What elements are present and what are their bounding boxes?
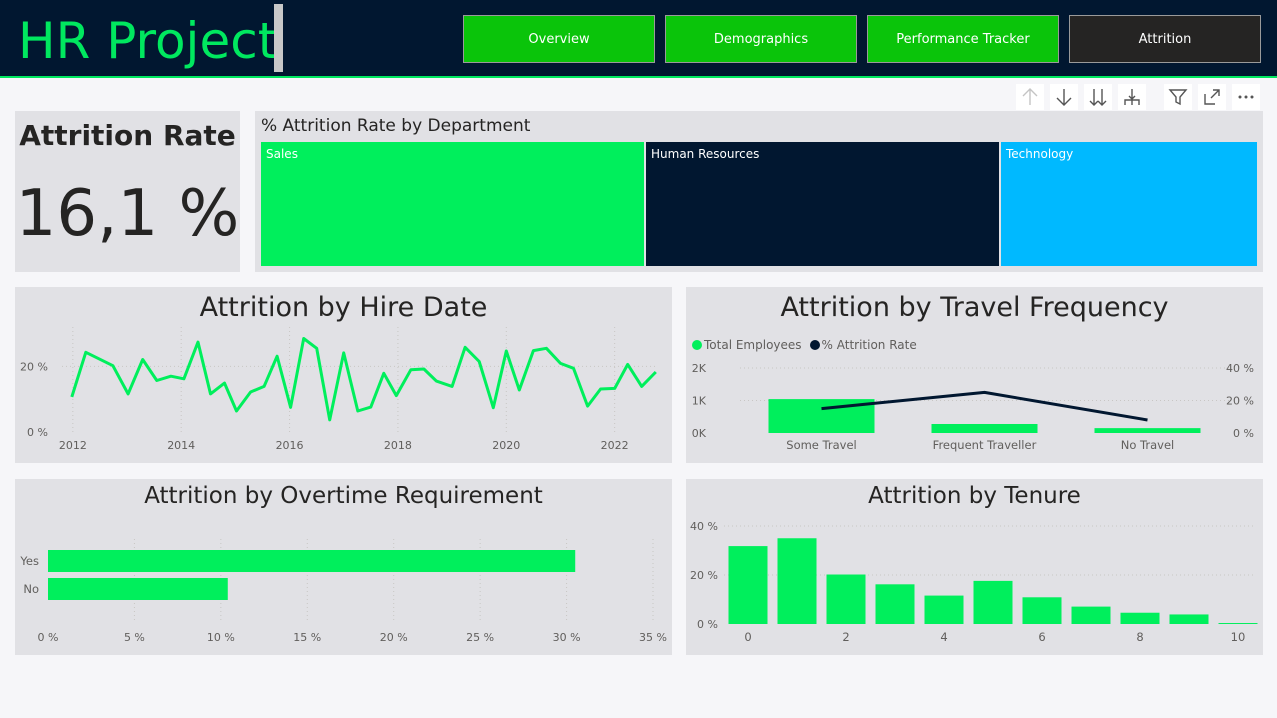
arrow-down-icon[interactable] <box>1050 84 1078 110</box>
nav-attrition-button[interactable]: Attrition <box>1069 15 1261 63</box>
hire-x-tick: 2014 <box>167 439 195 452</box>
hierarchy-expand-icon[interactable] <box>1118 84 1146 110</box>
hire-x-tick: 2016 <box>276 439 304 452</box>
tenure-x-tick: 4 <box>940 630 947 644</box>
treemap-label-sales: Sales <box>266 147 298 161</box>
tenure-card: Attrition by Tenure 0 % 20 % 40 % 0 2 4 6 8 10 <box>686 479 1263 655</box>
more-options-icon[interactable] <box>1232 84 1260 110</box>
overtime-y-tick: Yes <box>19 554 39 568</box>
travel-frequency-card: Attrition by Travel Frequency Total Empl… <box>686 287 1263 463</box>
filter-icon[interactable] <box>1164 84 1192 110</box>
tenure-x-tick: 0 <box>744 630 751 644</box>
overtime-bar-yes <box>48 550 576 572</box>
tenure-bar-8 <box>1120 612 1160 624</box>
tenure-y-tick: 20 % <box>690 569 718 582</box>
overtime-x-tick: 35 % <box>639 631 667 644</box>
hire-y-tick: 20 % <box>20 360 48 373</box>
title-divider <box>274 4 283 72</box>
legend-label-attrition-rate: % Attrition Rate <box>821 338 917 352</box>
tenure-bar-1 <box>777 538 817 624</box>
tenure-bar-0 <box>728 546 768 624</box>
tenure-title: Attrition by Tenure <box>868 483 1081 509</box>
tenure-bar-5 <box>973 580 1013 624</box>
overtime-x-tick: 15 % <box>293 631 321 644</box>
legend-dot-total-employees <box>692 340 702 350</box>
tenure-bar-9 <box>1169 614 1209 624</box>
travel-x-tick: Frequent Traveller <box>933 438 1037 452</box>
tenure-bar-10 <box>1218 623 1258 624</box>
tenure-x-tick: 6 <box>1038 630 1045 644</box>
attrition-rate-card: Attrition Rate 16,1 % <box>15 111 240 272</box>
travel-left-tick: 1K <box>692 395 707 408</box>
hire-date-title: Attrition by Hire Date <box>199 292 488 323</box>
overtime-x-tick: 30 % <box>553 631 581 644</box>
travel-bar-2 <box>1094 428 1201 433</box>
arrow-up-icon[interactable] <box>1016 84 1044 110</box>
nav-overview-button[interactable]: Overview <box>463 15 655 63</box>
double-arrow-down-icon[interactable] <box>1084 84 1112 110</box>
tenure-y-tick: 40 % <box>690 520 718 533</box>
focus-mode-icon[interactable] <box>1198 84 1226 110</box>
treemap-tile-technology[interactable]: Technology <box>1001 142 1257 266</box>
overtime-title: Attrition by Overtime Requirement <box>144 483 543 509</box>
tenure-y-tick: 0 % <box>697 618 718 631</box>
overtime-x-tick: 0 % <box>38 631 59 644</box>
travel-x-tick: Some Travel <box>786 438 856 452</box>
overtime-bar-no <box>48 578 228 600</box>
overtime-x-tick: 20 % <box>380 631 408 644</box>
nav-demographics-button[interactable]: Demographics <box>665 15 857 63</box>
header-bar: HR Project Overview Demographics Perform… <box>0 0 1277 78</box>
hire-x-tick: 2020 <box>492 439 520 452</box>
tenure-x-tick: 10 <box>1231 630 1246 644</box>
treemap-tile-sales[interactable]: Sales <box>261 142 644 266</box>
legend-dot-attrition-rate <box>809 340 820 350</box>
travel-right-tick: 40 % <box>1226 362 1254 375</box>
travel-right-tick: 0 % <box>1233 427 1254 440</box>
hire-x-tick: 2018 <box>384 439 412 452</box>
travel-title: Attrition by Travel Frequency <box>780 292 1169 323</box>
overtime-x-tick: 10 % <box>207 631 235 644</box>
tenure-bar-2 <box>826 574 866 624</box>
travel-x-tick: No Travel <box>1121 438 1174 452</box>
tenure-bar-4 <box>924 595 964 624</box>
hire-date-card: Attrition by Hire Date 0 % 20 % 2012 2014 20… <box>15 287 672 463</box>
travel-combo-chart: 0K 1K 2K 0 % 20 % 40 % Some Travel Frequent Tra… <box>692 362 1254 452</box>
treemap-tile-human-resources[interactable]: Human Resources <box>646 142 999 266</box>
department-treemap-card: % Attrition Rate by Department Sales Hum… <box>255 111 1263 272</box>
kpi-value: 16,1 % <box>15 177 240 251</box>
overtime-bar-chart: 0 % 5 % 10 % 15 % 20 % 25 % 30 % 35 % Yes No <box>19 539 667 644</box>
travel-left-tick: 2K <box>692 362 707 375</box>
tenure-bar-chart: 0 % 20 % 40 % 0 2 4 6 8 10 <box>690 520 1258 644</box>
treemap-label-technology: Technology <box>1006 147 1074 161</box>
tenure-bar-6 <box>1022 597 1062 624</box>
tenure-bar-7 <box>1071 606 1111 624</box>
hire-y-tick: 0 % <box>27 426 48 439</box>
app-title: HR Project <box>18 12 278 70</box>
travel-right-tick: 20 % <box>1226 395 1254 408</box>
treemap-label-human-resources: Human Resources <box>651 147 760 161</box>
hire-date-series-line <box>70 337 657 422</box>
hire-x-tick: 2022 <box>601 439 629 452</box>
hire-date-line-chart: 0 % 20 % 2012 2014 2016 2018 2020 2022 <box>20 327 658 452</box>
overtime-y-tick: No <box>23 582 39 596</box>
overtime-x-tick: 25 % <box>466 631 494 644</box>
tenure-x-tick: 8 <box>1136 630 1143 644</box>
travel-bar-1 <box>931 423 1038 433</box>
travel-left-tick: 0K <box>692 427 707 440</box>
travel-legend: Total Employees % Attrition Rate <box>692 338 917 352</box>
travel-attrition-line <box>821 390 1148 422</box>
nav-performance-tracker-button[interactable]: Performance Tracker <box>867 15 1059 63</box>
hire-x-tick: 2012 <box>59 439 87 452</box>
kpi-title: Attrition Rate <box>19 119 236 152</box>
treemap-title: % Attrition Rate by Department <box>261 116 531 136</box>
tenure-x-tick: 2 <box>842 630 849 644</box>
tenure-bar-3 <box>875 584 915 624</box>
legend-label-total-employees: Total Employees <box>704 338 802 352</box>
overtime-x-tick: 5 % <box>124 631 145 644</box>
overtime-card: Attrition by Overtime Requirement 0 % 5 %… <box>15 479 672 655</box>
